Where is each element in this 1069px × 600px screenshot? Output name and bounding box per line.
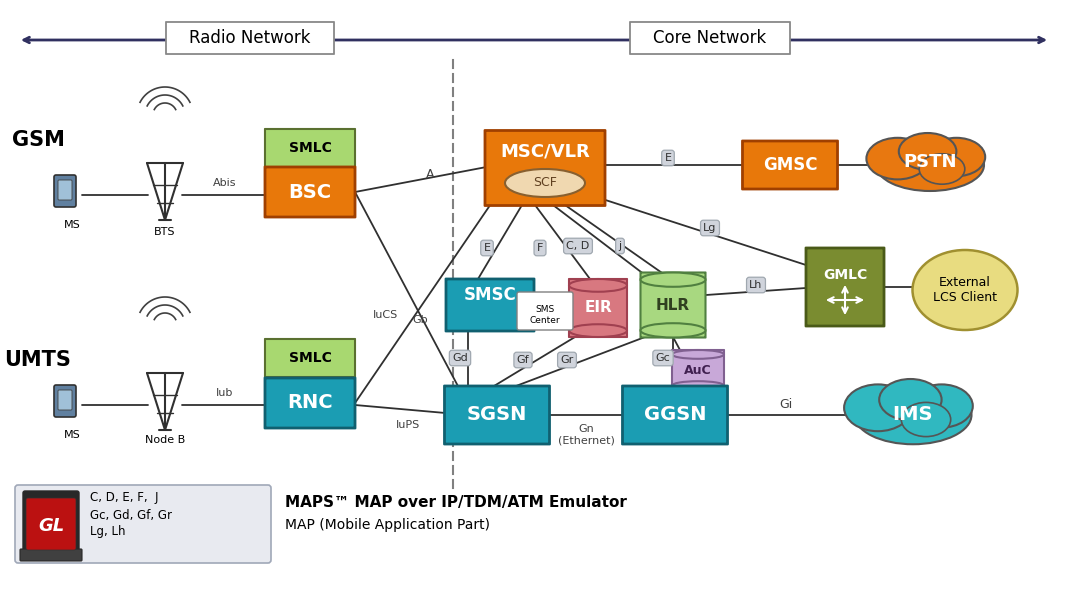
Ellipse shape xyxy=(845,385,912,431)
Text: Lg: Lg xyxy=(703,223,716,233)
Text: Gb: Gb xyxy=(413,315,428,325)
Text: Lh: Lh xyxy=(749,280,762,290)
Text: Iub: Iub xyxy=(216,388,234,398)
Text: Lg, Lh: Lg, Lh xyxy=(90,526,125,539)
Ellipse shape xyxy=(911,385,973,428)
Text: E: E xyxy=(665,153,671,163)
Text: Gf: Gf xyxy=(516,355,529,365)
Text: MS: MS xyxy=(64,430,80,440)
Ellipse shape xyxy=(640,272,706,287)
Text: F: F xyxy=(537,243,543,253)
Ellipse shape xyxy=(919,154,965,184)
Text: C, D, E, F,  J: C, D, E, F, J xyxy=(90,491,158,505)
Text: Gn
(Ethernet): Gn (Ethernet) xyxy=(558,424,615,446)
Text: SMS
Center: SMS Center xyxy=(529,305,560,325)
Ellipse shape xyxy=(854,386,972,444)
Ellipse shape xyxy=(901,403,950,437)
Ellipse shape xyxy=(569,279,628,292)
FancyBboxPatch shape xyxy=(265,378,355,428)
FancyBboxPatch shape xyxy=(743,141,837,189)
FancyBboxPatch shape xyxy=(55,175,76,207)
Text: Core Network: Core Network xyxy=(653,29,766,47)
FancyBboxPatch shape xyxy=(569,279,628,337)
Text: GL: GL xyxy=(37,517,64,535)
Text: GSM: GSM xyxy=(12,130,64,150)
Ellipse shape xyxy=(672,350,724,359)
Text: E: E xyxy=(483,243,491,253)
FancyBboxPatch shape xyxy=(445,386,549,444)
FancyBboxPatch shape xyxy=(640,272,706,338)
Text: BSC: BSC xyxy=(289,182,331,202)
Text: Gd: Gd xyxy=(452,353,468,363)
Text: C, D: C, D xyxy=(567,241,590,251)
Text: Gc: Gc xyxy=(655,353,670,363)
Text: Node B: Node B xyxy=(145,435,185,445)
Ellipse shape xyxy=(899,133,957,170)
Text: SMLC: SMLC xyxy=(289,351,331,365)
Text: GGSN: GGSN xyxy=(644,406,707,425)
Text: MAP (Mobile Application Part): MAP (Mobile Application Part) xyxy=(285,518,490,532)
FancyBboxPatch shape xyxy=(265,129,355,167)
Ellipse shape xyxy=(879,379,942,421)
FancyBboxPatch shape xyxy=(265,339,355,377)
FancyBboxPatch shape xyxy=(622,386,728,444)
Text: j: j xyxy=(619,241,621,251)
Text: SMLC: SMLC xyxy=(289,141,331,155)
Text: IuPS: IuPS xyxy=(396,420,420,430)
Text: IuCS: IuCS xyxy=(372,310,398,320)
FancyBboxPatch shape xyxy=(806,248,884,326)
FancyBboxPatch shape xyxy=(24,491,79,560)
FancyBboxPatch shape xyxy=(672,350,724,390)
Text: IMS: IMS xyxy=(893,406,933,425)
Ellipse shape xyxy=(569,324,628,337)
Text: MS: MS xyxy=(64,220,80,230)
Text: MAPS™ MAP over IP/TDM/ATM Emulator: MAPS™ MAP over IP/TDM/ATM Emulator xyxy=(285,494,626,509)
FancyBboxPatch shape xyxy=(446,279,534,331)
Text: SGSN: SGSN xyxy=(467,406,527,425)
Ellipse shape xyxy=(505,169,585,197)
FancyBboxPatch shape xyxy=(20,549,82,561)
FancyBboxPatch shape xyxy=(55,385,76,417)
Ellipse shape xyxy=(640,323,706,337)
FancyBboxPatch shape xyxy=(15,485,272,563)
Text: BTS: BTS xyxy=(154,227,175,237)
Text: RNC: RNC xyxy=(288,394,332,413)
Ellipse shape xyxy=(876,139,983,191)
Text: External
LCS Client: External LCS Client xyxy=(933,276,997,304)
Text: HLR: HLR xyxy=(656,298,691,313)
Text: GMSC: GMSC xyxy=(763,156,817,174)
Text: Gi: Gi xyxy=(779,397,792,410)
Text: EIR: EIR xyxy=(584,301,611,316)
Ellipse shape xyxy=(928,138,986,176)
FancyBboxPatch shape xyxy=(630,22,790,54)
Ellipse shape xyxy=(913,250,1018,330)
FancyBboxPatch shape xyxy=(517,292,573,330)
Text: SMSC: SMSC xyxy=(464,286,516,304)
Text: AuC: AuC xyxy=(684,364,712,377)
Text: GMLC: GMLC xyxy=(823,268,867,282)
FancyBboxPatch shape xyxy=(58,390,72,410)
Text: UMTS: UMTS xyxy=(4,350,72,370)
Text: Abis: Abis xyxy=(213,178,236,188)
Text: A: A xyxy=(425,169,434,181)
Text: Radio Network: Radio Network xyxy=(189,29,311,47)
Text: Gr: Gr xyxy=(560,355,574,365)
FancyBboxPatch shape xyxy=(26,498,76,550)
FancyBboxPatch shape xyxy=(58,180,72,200)
Ellipse shape xyxy=(672,381,724,390)
FancyBboxPatch shape xyxy=(265,167,355,217)
Text: MSC/VLR: MSC/VLR xyxy=(500,143,590,161)
Ellipse shape xyxy=(866,138,929,179)
Text: SCF: SCF xyxy=(533,176,557,190)
FancyBboxPatch shape xyxy=(485,130,605,206)
Text: PSTN: PSTN xyxy=(903,153,957,171)
FancyBboxPatch shape xyxy=(166,22,334,54)
Text: Gc, Gd, Gf, Gr: Gc, Gd, Gf, Gr xyxy=(90,509,172,521)
